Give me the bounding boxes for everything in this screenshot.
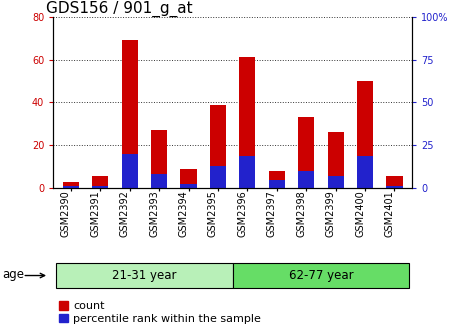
Bar [210,104,226,188]
Text: GSM2395: GSM2395 [208,190,218,237]
Bar [151,174,167,188]
Bar [92,185,108,188]
Bar [357,156,373,188]
Text: GDS156 / 901_g_at: GDS156 / 901_g_at [46,1,193,17]
Text: 62-77 year: 62-77 year [288,269,353,282]
Bar [92,176,108,188]
Text: GSM2398: GSM2398 [296,190,306,237]
Text: GSM2394: GSM2394 [179,190,188,237]
Bar [386,176,402,188]
Text: GSM2400: GSM2400 [355,190,365,237]
Bar [239,157,256,188]
Text: GSM2390: GSM2390 [61,190,71,237]
Text: GSM2392: GSM2392 [120,190,130,237]
Bar [181,184,197,188]
Bar [63,182,79,188]
FancyBboxPatch shape [56,263,233,288]
Bar [210,166,226,188]
Text: age: age [3,268,25,281]
Legend: count, percentile rank within the sample: count, percentile rank within the sample [59,301,261,324]
Bar [181,169,197,188]
Bar [269,179,285,188]
Bar [122,154,138,188]
Bar [122,40,138,188]
Bar [386,185,402,188]
Text: GSM2393: GSM2393 [149,190,159,237]
Text: GSM2399: GSM2399 [325,190,336,237]
Text: GSM2397: GSM2397 [267,190,277,237]
Text: GSM2401: GSM2401 [384,190,394,237]
Text: 21-31 year: 21-31 year [112,269,177,282]
Bar [327,132,344,188]
Bar [269,171,285,188]
FancyBboxPatch shape [233,263,409,288]
Bar [298,118,314,188]
Text: GSM2391: GSM2391 [90,190,100,237]
Bar [151,130,167,188]
Bar [327,176,344,188]
Bar [239,57,256,188]
Text: GSM2396: GSM2396 [238,190,247,237]
Bar [63,185,79,188]
Bar [298,171,314,188]
Bar [357,81,373,188]
